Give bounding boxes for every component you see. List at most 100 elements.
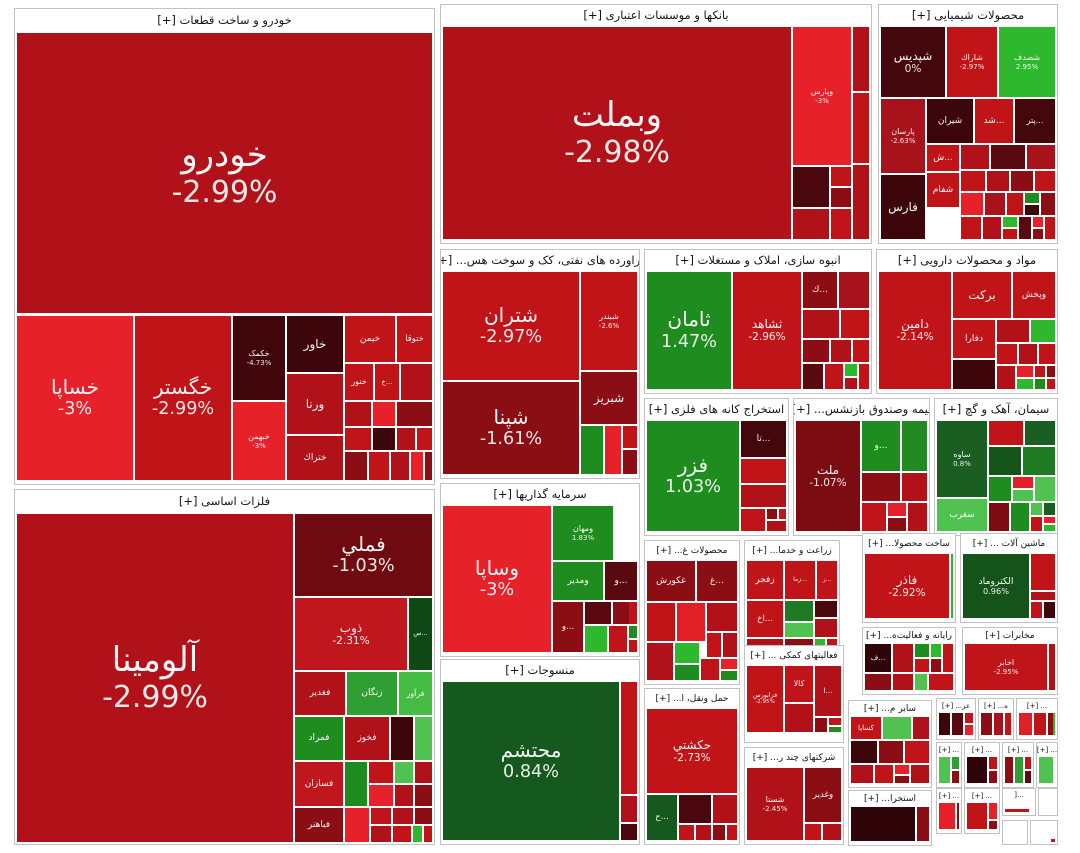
tile-cell[interactable] (853, 340, 869, 362)
tile-...شد[interactable]: ...شد (975, 99, 1013, 143)
tile-cell[interactable] (1041, 193, 1055, 215)
tile-cell[interactable] (915, 644, 929, 657)
tile-cell[interactable] (1045, 217, 1055, 239)
sector-header-fabricated-metal[interactable]: ساخت محصولا... [+] (868, 538, 950, 549)
tile-cell[interactable] (1044, 517, 1055, 523)
tile-cell[interactable] (815, 619, 837, 637)
tile-وبملت[interactable]: وبملت -2.98% (443, 27, 791, 239)
tile-cell[interactable] (1035, 366, 1045, 377)
tile-cell[interactable] (997, 366, 1015, 389)
tile-cell[interactable] (1025, 757, 1031, 769)
tile-cell[interactable] (961, 193, 983, 215)
tile-...ش[interactable]: ...ش (927, 145, 959, 171)
tile-cell[interactable] (803, 364, 823, 389)
tile-cell[interactable] (895, 776, 909, 783)
tile-cell[interactable] (397, 402, 432, 426)
tile-cell[interactable] (1035, 477, 1055, 501)
sector-header-realestate[interactable]: انبوه سازی، املاک و مستغلات [+] (675, 253, 841, 268)
tile-cell[interactable] (951, 554, 953, 618)
tile-cell[interactable] (415, 785, 432, 806)
sector-header-chemicals[interactable]: محصولات شیمیایی [+] (911, 8, 1025, 23)
tile-دامين[interactable]: دامين -2.14% (879, 272, 951, 389)
tile-cell[interactable] (989, 771, 997, 783)
tile-cell[interactable] (373, 402, 395, 426)
tile-cell[interactable] (1015, 757, 1023, 783)
tile-cell[interactable] (741, 509, 765, 531)
tile-cell[interactable] (831, 188, 851, 207)
sector-header-insurance[interactable]: بیمه وصندوق بازنشس... [+] (794, 402, 929, 417)
tile-cell[interactable] (841, 310, 869, 338)
tile-شستا[interactable]: شستا -2.45% (747, 768, 803, 840)
tile-cell[interactable] (415, 762, 432, 783)
tile-cell[interactable] (1044, 602, 1055, 618)
tile-cell[interactable] (1033, 217, 1043, 227)
tile-cell[interactable] (1044, 525, 1055, 531)
tile-cell[interactable] (839, 272, 869, 308)
tile-cell[interactable] (609, 626, 627, 652)
tile-cell[interactable] (893, 674, 913, 690)
tile-cell[interactable] (1031, 517, 1042, 531)
tile-خاور[interactable]: خاور (287, 316, 343, 372)
tile-cell[interactable] (931, 644, 941, 657)
tile-cell[interactable] (1017, 379, 1033, 389)
tile-...ح[interactable]: ...ح (647, 795, 677, 840)
tile-cell[interactable] (393, 808, 413, 824)
tile-cell[interactable] (961, 217, 981, 239)
tile-cell[interactable] (679, 825, 694, 840)
tile-خودرو[interactable]: خودرو -2.99% (17, 33, 432, 313)
sector-header-mini-2[interactable]: ه... [+] (984, 701, 1008, 710)
tile-cell[interactable] (623, 450, 637, 474)
tile-cell[interactable] (893, 644, 913, 672)
tile-cell[interactable] (939, 757, 950, 783)
tile-cell[interactable] (967, 757, 987, 783)
tile-cell[interactable] (1007, 193, 1023, 215)
sector-header-auto[interactable]: خودرو و ساخت قطعات [+] (157, 13, 292, 28)
tile-cell[interactable] (413, 826, 422, 842)
tile-cell[interactable] (989, 447, 1021, 475)
sector-header-mini-11[interactable] (1039, 789, 1057, 799)
tile-ثامان[interactable]: ثامان 1.47% (647, 272, 731, 389)
tile-cell[interactable] (851, 765, 873, 783)
tile-cell[interactable] (943, 644, 953, 672)
tile-cell[interactable] (853, 27, 869, 91)
sector-header-mini-8[interactable]: ... [+] (938, 791, 960, 800)
sector-header-pharma[interactable]: مواد و محصولات دارویی [+] (897, 253, 1037, 268)
tile-cell[interactable] (369, 452, 389, 480)
tile-cell[interactable] (713, 825, 725, 840)
sector-header-mini-10[interactable]: ...[ (1014, 790, 1024, 799)
tile-...اخ[interactable]: ...اخ (747, 601, 783, 637)
tile-cell[interactable] (371, 808, 391, 824)
tile-cell[interactable] (952, 713, 963, 735)
sector-header-mini-7[interactable]: ... [+] (1037, 745, 1057, 754)
tile-...و[interactable]: ...و (605, 562, 637, 600)
tile-cell[interactable] (851, 741, 877, 763)
tile-cell[interactable] (723, 633, 737, 657)
tile-cell[interactable] (629, 602, 637, 624)
tile-cell[interactable] (939, 803, 955, 829)
tile-...ز[interactable]: ...ز (817, 561, 837, 599)
tile-cell[interactable] (853, 93, 869, 163)
tile-cell[interactable] (727, 825, 737, 840)
tile-cell[interactable] (823, 824, 841, 840)
tile-cell[interactable] (647, 603, 675, 641)
tile-...و[interactable]: ...و (553, 602, 583, 652)
sector-header-metals[interactable]: فلزات اساسی [+] (178, 494, 271, 509)
sector-header-telecom[interactable]: مخابرات [+] (985, 630, 1035, 641)
tile-شپنا[interactable]: شپنا -1.61% (443, 382, 579, 474)
tile-cell[interactable] (605, 426, 621, 474)
tile-cell[interactable] (829, 718, 841, 725)
tile-cell[interactable] (629, 626, 637, 638)
tile-cell[interactable] (369, 785, 393, 806)
tile-...خ[interactable]: ...خ (375, 364, 399, 400)
tile-cell[interactable] (961, 145, 989, 169)
tile-cell[interactable] (915, 674, 927, 690)
tile-cell[interactable] (629, 640, 637, 652)
sector-header-mini-5[interactable]: ... [+] (971, 745, 993, 754)
tile-خکمک[interactable]: خکمک -4.73% (233, 316, 285, 400)
tile-cell[interactable] (829, 727, 841, 732)
tile-cell[interactable] (989, 477, 1011, 501)
tile-cell[interactable] (908, 503, 927, 531)
tile-اخابر[interactable]: اخابر -2.95% (965, 644, 1047, 690)
tile-cell[interactable] (675, 643, 699, 663)
tile-cell[interactable] (917, 807, 929, 841)
